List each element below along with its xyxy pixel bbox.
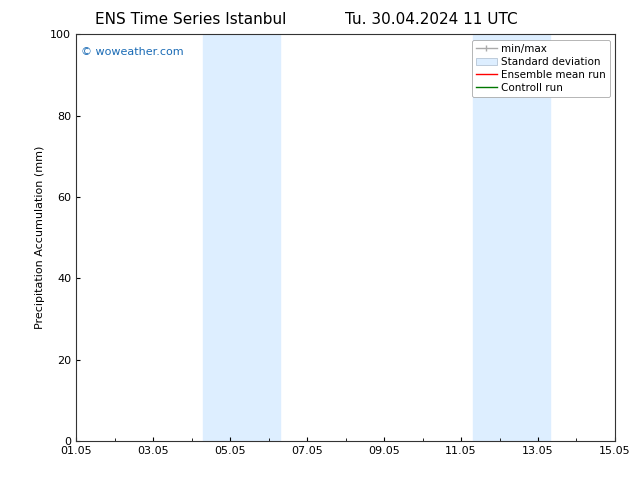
Bar [472,34,550,441]
Bar [203,34,280,441]
Legend: min/max, Standard deviation, Ensemble mean run, Controll run: min/max, Standard deviation, Ensemble me… [472,40,610,97]
Text: ENS Time Series Istanbul: ENS Time Series Istanbul [94,12,286,27]
Text: © woweather.com: © woweather.com [81,47,184,56]
Y-axis label: Precipitation Accumulation (mm): Precipitation Accumulation (mm) [35,146,44,329]
Text: Tu. 30.04.2024 11 UTC: Tu. 30.04.2024 11 UTC [345,12,517,27]
